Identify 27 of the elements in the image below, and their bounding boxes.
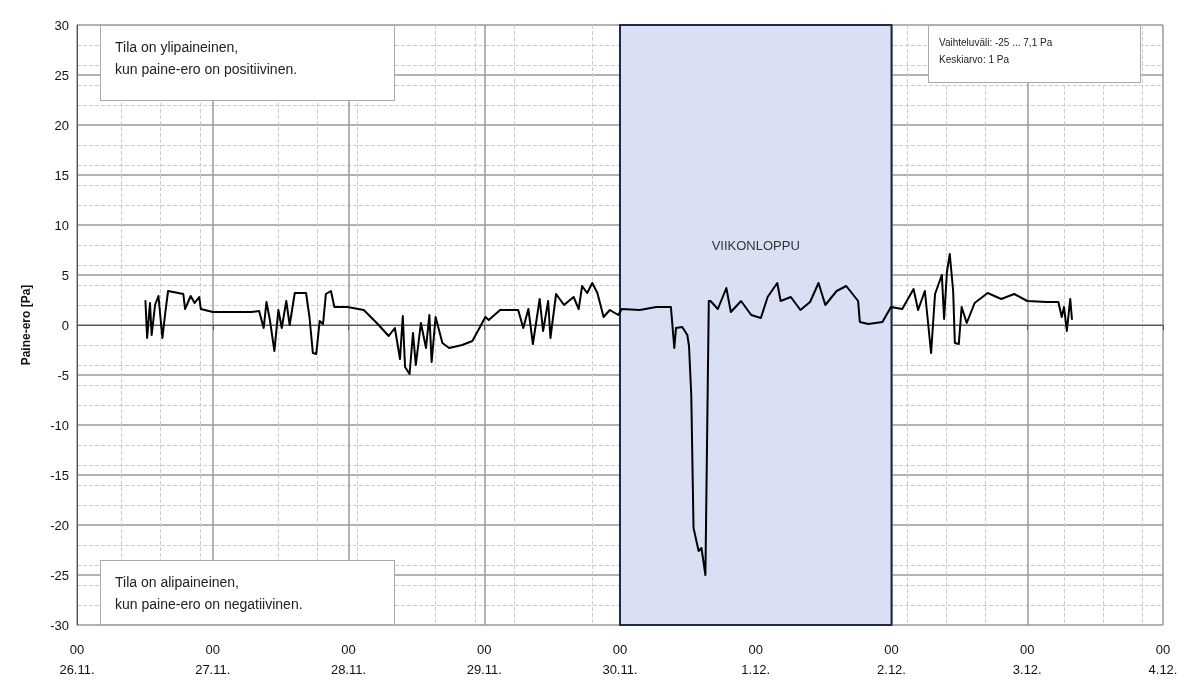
x-tick-label: 00 2.12. (877, 641, 906, 677)
y-tick-label: 10 (54, 217, 69, 233)
x-tick-label: 00 29.11. (466, 641, 502, 677)
y-tick-label: 30 (54, 17, 69, 33)
y-axis-title: Paine-ero [Pa] (19, 284, 33, 366)
note-box: Vaihteluväli: -25 ... 7,1 Pa Keskiarvo: 1 Pa (928, 25, 1141, 83)
y-tick-label: 25 (54, 67, 69, 83)
y-tick-label: -10 (50, 417, 69, 433)
y-tick-label: -30 (50, 617, 69, 633)
x-tick-label: 00 27.11. (195, 641, 231, 677)
y-tick-label: -15 (50, 467, 69, 483)
x-tick-label: 00 26.11. (59, 641, 95, 677)
y-tick-label: -5 (57, 367, 69, 383)
y-tick-label: -25 (50, 567, 69, 583)
band-label: VIIKONLOPPU (711, 237, 800, 253)
note-box: Tila on ylipaineinen, kun paine-ero on positiivinen. (100, 25, 395, 101)
x-tick-label: 00 3.12. (1012, 641, 1042, 677)
x-tick-label: 00 28.11. (330, 641, 367, 677)
y-tick-label: 0 (61, 317, 69, 333)
note-box: Tila on alipaineinen, kun paine-ero on negatiivinen. (100, 560, 395, 625)
x-tick-label: 00 4.12. (1148, 641, 1178, 677)
y-tick-label: 20 (54, 117, 69, 133)
y-tick-label: 5 (61, 267, 69, 283)
y-tick-label: 15 (54, 167, 69, 183)
x-tick-label: 00 1.12. (741, 641, 771, 677)
y-tick-label: -20 (50, 517, 69, 533)
x-tick-label: 00 30.11. (602, 641, 638, 677)
